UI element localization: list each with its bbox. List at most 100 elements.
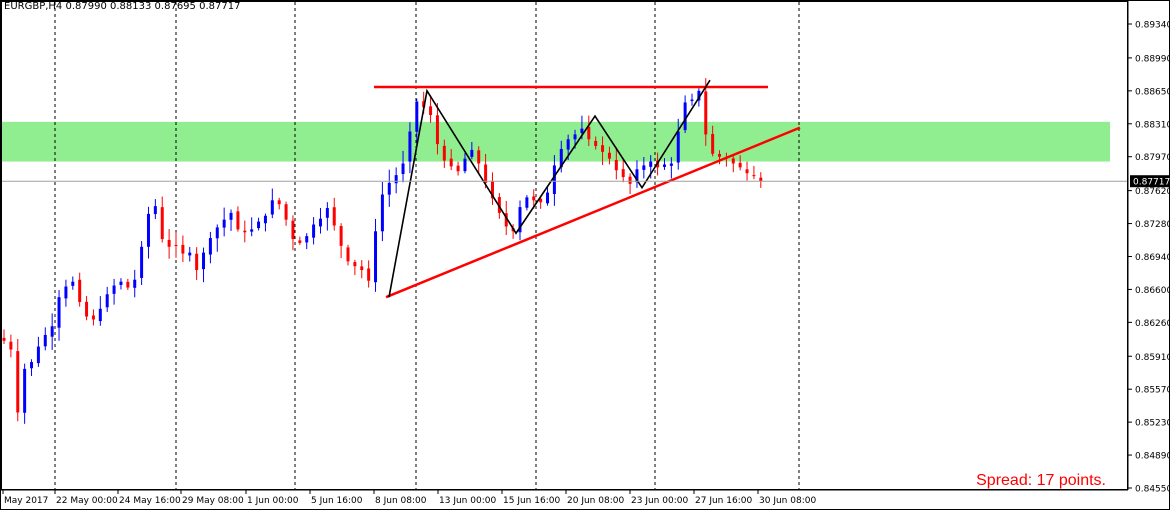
candle [318, 207, 322, 234]
candle [167, 229, 171, 259]
candle [112, 278, 116, 305]
candle-body [587, 126, 591, 140]
candle [683, 95, 687, 134]
candle-body [642, 165, 646, 170]
chart-header: EURGBP,H4 0.87990 0.88133 0.87695 0.8771… [4, 1, 240, 12]
candle-body [738, 162, 742, 168]
candle-body [628, 176, 632, 184]
candle-body [160, 207, 164, 240]
candle [85, 296, 89, 321]
candle [98, 296, 102, 326]
candle [312, 217, 316, 245]
candle-body [167, 239, 171, 247]
candle [635, 160, 639, 188]
candle-body [607, 152, 611, 159]
candle-body [394, 175, 398, 184]
candle-body [367, 268, 371, 281]
candle-body [202, 252, 206, 270]
candle-body [30, 362, 34, 369]
candle [470, 142, 474, 160]
candle [401, 150, 405, 183]
candle [2, 329, 6, 345]
candle [738, 155, 742, 171]
candle [188, 246, 192, 262]
candle [250, 217, 254, 237]
candle [43, 327, 47, 351]
candle-body [181, 244, 185, 254]
ascending-trendline[interactable] [385, 126, 801, 299]
price-axis: 0.89340 0.88990 0.88650 0.88310 0.87970 0.876… [1127, 0, 1170, 495]
candle-body [546, 192, 550, 204]
price-tick-label: 0.89340 [1135, 21, 1170, 31]
candle [662, 158, 666, 170]
time-tick-label: 13 Jun 00:00 [439, 496, 496, 506]
candle [614, 147, 618, 180]
candle-body [91, 315, 95, 320]
candle-body [36, 346, 40, 364]
price-tick-label: 0.85230 [1135, 419, 1170, 429]
time-tick-label: 1 Jun 00:00 [247, 496, 299, 506]
candle [394, 167, 398, 194]
candle [532, 189, 536, 209]
candle-body [676, 131, 680, 163]
candle [346, 244, 350, 266]
time-tick-label: 15 Jun 16:00 [503, 496, 560, 506]
candle-body [573, 134, 577, 140]
price-tick-label: 0.84890 [1135, 452, 1170, 462]
price-tick-label: 0.88990 [1135, 54, 1170, 64]
spread-label: Spread: 17 points. [976, 472, 1106, 489]
candle [594, 136, 598, 150]
candle [181, 235, 185, 262]
price-tick-label: 0.88310 [1135, 120, 1170, 130]
candle [133, 269, 137, 298]
candle [360, 260, 364, 279]
candle [119, 278, 123, 290]
candle-body [346, 247, 350, 262]
candle-body [669, 163, 673, 166]
candle [284, 201, 288, 226]
candle-body [422, 101, 426, 108]
candle-body [759, 177, 763, 181]
candle-body [9, 341, 13, 350]
candle-body [552, 165, 556, 194]
candle [50, 313, 54, 350]
candle-body [23, 368, 27, 413]
candle-body [518, 207, 522, 233]
candle-body [43, 334, 47, 347]
candle [759, 172, 763, 188]
candle-body [229, 212, 233, 220]
time-tick-label: May 2017 [4, 496, 48, 506]
candle [429, 95, 433, 123]
candle [525, 195, 529, 211]
candle [380, 182, 384, 242]
candle [174, 232, 178, 258]
zigzag-pattern[interactable] [388, 79, 711, 298]
time-tick-label: 23 Jun 00:00 [631, 496, 688, 506]
candle-body [250, 229, 254, 232]
price-tick-label: 0.84550 [1135, 485, 1170, 495]
candle-body [188, 252, 192, 256]
candle-body [263, 215, 267, 224]
candle-body [525, 197, 529, 208]
candle [463, 153, 467, 174]
candle-body [497, 197, 501, 213]
candle [353, 259, 357, 276]
candle-body [435, 115, 439, 145]
support-resistance-zone[interactable] [2, 121, 1110, 162]
candle-body [16, 351, 20, 413]
current-price-label: 0.87717 [1133, 178, 1170, 188]
candle [339, 223, 343, 259]
candle [23, 363, 27, 424]
candle-body [532, 196, 536, 201]
candle [676, 118, 680, 170]
candle [91, 309, 95, 326]
candle [222, 207, 226, 237]
candle [731, 153, 735, 173]
candle [621, 158, 625, 183]
candle [607, 146, 611, 165]
time-tick-label: 22 May 00:00 [56, 496, 118, 506]
candle-body [291, 220, 295, 240]
candle-body [284, 204, 288, 220]
